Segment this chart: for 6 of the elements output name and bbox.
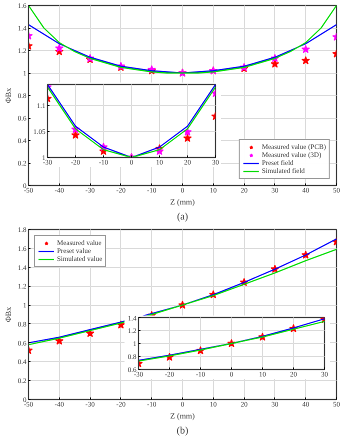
y-axis-title: ΦBx bbox=[4, 88, 13, 104]
text: (a) bbox=[176, 212, 188, 222]
y-axis-title: ΦBx bbox=[4, 306, 13, 322]
x-axis-title: Z (mm) bbox=[170, 412, 196, 420]
text: (b) bbox=[176, 426, 188, 436]
x-axis-title: Z (mm) bbox=[170, 198, 196, 206]
